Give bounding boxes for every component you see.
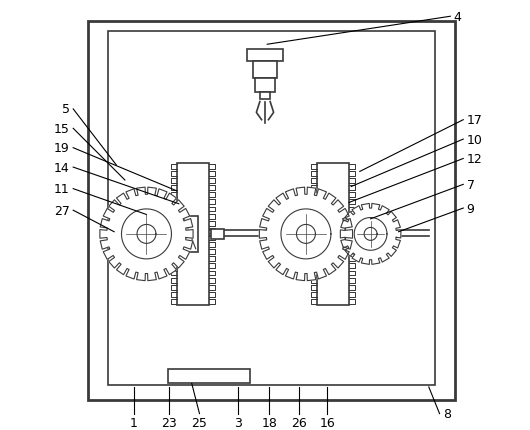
Polygon shape bbox=[281, 209, 331, 259]
Text: 9: 9 bbox=[467, 202, 474, 215]
Bar bbox=[317, 163, 349, 305]
Polygon shape bbox=[364, 228, 377, 241]
Text: 27: 27 bbox=[54, 204, 70, 217]
Bar bbox=[211, 230, 224, 239]
Text: 12: 12 bbox=[467, 153, 482, 166]
Text: 11: 11 bbox=[54, 183, 70, 196]
Bar bbox=[108, 32, 435, 385]
Bar bbox=[168, 369, 250, 384]
Bar bbox=[176, 163, 209, 305]
Text: 17: 17 bbox=[467, 114, 483, 127]
Text: 18: 18 bbox=[261, 416, 277, 429]
Text: 19: 19 bbox=[54, 142, 70, 155]
Polygon shape bbox=[354, 218, 387, 251]
Bar bbox=[89, 22, 455, 400]
Text: 15: 15 bbox=[54, 123, 70, 135]
Text: 23: 23 bbox=[162, 416, 177, 429]
Text: 1: 1 bbox=[130, 416, 137, 429]
Polygon shape bbox=[340, 204, 401, 265]
Text: 26: 26 bbox=[292, 416, 307, 429]
Polygon shape bbox=[121, 209, 172, 259]
Text: 14: 14 bbox=[54, 161, 70, 174]
Bar bbox=[246, 49, 284, 61]
Polygon shape bbox=[100, 187, 193, 281]
Text: 8: 8 bbox=[443, 407, 451, 420]
Bar bbox=[253, 61, 277, 79]
Text: 5: 5 bbox=[62, 103, 70, 116]
Bar bbox=[260, 92, 270, 100]
Bar bbox=[181, 216, 198, 252]
Bar bbox=[322, 216, 338, 252]
Polygon shape bbox=[296, 225, 315, 244]
Text: 3: 3 bbox=[234, 416, 242, 429]
Polygon shape bbox=[137, 225, 156, 244]
Text: 10: 10 bbox=[467, 133, 483, 146]
Bar bbox=[255, 79, 275, 92]
Text: 4: 4 bbox=[454, 11, 462, 24]
Text: 16: 16 bbox=[320, 416, 335, 429]
Text: 7: 7 bbox=[467, 178, 475, 191]
Polygon shape bbox=[259, 187, 352, 281]
Bar bbox=[302, 230, 315, 239]
Text: 25: 25 bbox=[191, 416, 207, 429]
